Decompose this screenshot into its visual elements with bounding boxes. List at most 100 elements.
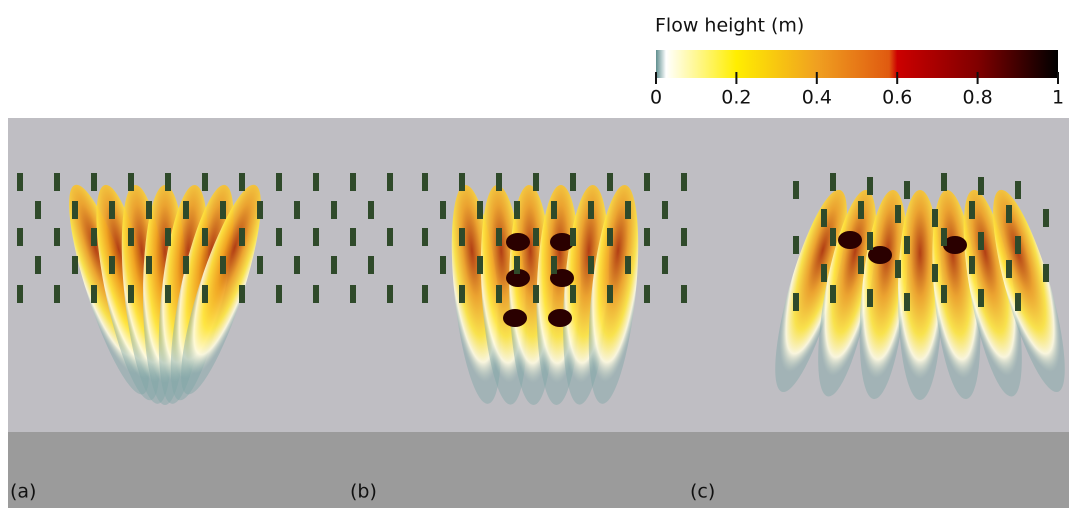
flow-core [506, 269, 530, 287]
obstacle [607, 228, 613, 246]
panel-label: (a) [10, 481, 36, 503]
flow-core [550, 233, 574, 251]
obstacle [294, 201, 300, 219]
colorbar-tick-label: 0 [650, 87, 662, 109]
flow-core [548, 309, 572, 327]
obstacle [821, 209, 827, 227]
obstacle [533, 228, 539, 246]
obstacle [830, 285, 836, 303]
panel-label: (c) [690, 481, 715, 503]
obstacle [239, 285, 245, 303]
obstacle [1006, 260, 1012, 278]
flow-streak [588, 184, 639, 404]
obstacle [821, 264, 827, 282]
obstacle [793, 236, 799, 254]
obstacle [932, 264, 938, 282]
obstacle [941, 285, 947, 303]
obstacle [257, 201, 263, 219]
obstacle [35, 256, 41, 274]
obstacle [681, 173, 687, 191]
obstacle [681, 285, 687, 303]
obstacle [588, 256, 594, 274]
obstacle [459, 173, 465, 191]
obstacle [533, 173, 539, 191]
obstacle [514, 201, 520, 219]
colorbar [656, 50, 1058, 78]
obstacle [257, 256, 263, 274]
obstacle [440, 201, 446, 219]
obstacle [331, 256, 337, 274]
obstacle [422, 173, 428, 191]
obstacle [72, 256, 78, 274]
obstacle [858, 201, 864, 219]
obstacle [533, 285, 539, 303]
obstacle [978, 177, 984, 195]
scene [17, 173, 1065, 405]
obstacle [867, 289, 873, 307]
obstacle [294, 256, 300, 274]
obstacle [202, 228, 208, 246]
obstacle [109, 256, 115, 274]
obstacle [895, 260, 901, 278]
obstacle [496, 228, 502, 246]
obstacle [570, 285, 576, 303]
obstacle [496, 173, 502, 191]
obstacle [276, 285, 282, 303]
obstacle [368, 256, 374, 274]
flow-streak [775, 189, 847, 393]
obstacle [867, 177, 873, 195]
scene-floor [8, 432, 1069, 508]
colorbar-tick-label: 0.4 [802, 87, 832, 109]
obstacle [459, 285, 465, 303]
obstacle [202, 173, 208, 191]
obstacle [276, 173, 282, 191]
obstacle [54, 285, 60, 303]
obstacle [625, 256, 631, 274]
obstacle [54, 173, 60, 191]
obstacle [313, 228, 319, 246]
obstacle [570, 228, 576, 246]
obstacle [895, 205, 901, 223]
colorbar-title: Flow height (m) [655, 15, 804, 37]
obstacle [830, 173, 836, 191]
obstacle [867, 232, 873, 250]
obstacle [1015, 236, 1021, 254]
obstacle [793, 293, 799, 311]
obstacle [202, 285, 208, 303]
obstacle [681, 228, 687, 246]
obstacle [387, 285, 393, 303]
obstacle [91, 285, 97, 303]
obstacle [109, 201, 115, 219]
obstacle [607, 173, 613, 191]
obstacle [183, 201, 189, 219]
obstacle [17, 285, 23, 303]
colorbar-tick-label: 1 [1052, 87, 1064, 109]
obstacle [128, 285, 134, 303]
obstacle [625, 201, 631, 219]
obstacle [644, 285, 650, 303]
obstacle [368, 201, 374, 219]
obstacle [1043, 209, 1049, 227]
obstacle [128, 228, 134, 246]
obstacle [440, 256, 446, 274]
obstacle [128, 173, 134, 191]
colorbar-ticks: 0 0.2 0.4 0.6 0.8 1 [650, 72, 1064, 109]
obstacle [165, 228, 171, 246]
obstacle [183, 256, 189, 274]
colorbar-tick-label: 0.2 [721, 87, 751, 109]
obstacle [72, 201, 78, 219]
obstacle [1006, 205, 1012, 223]
obstacle [313, 173, 319, 191]
obstacle [239, 228, 245, 246]
obstacle [477, 201, 483, 219]
colorbar-tick-label: 0.8 [962, 87, 992, 109]
colorbar-tick-label: 0.6 [882, 87, 912, 109]
obstacle [17, 228, 23, 246]
obstacle [978, 289, 984, 307]
flow-core [503, 309, 527, 327]
obstacle [165, 173, 171, 191]
obstacle [17, 173, 23, 191]
obstacle [146, 256, 152, 274]
